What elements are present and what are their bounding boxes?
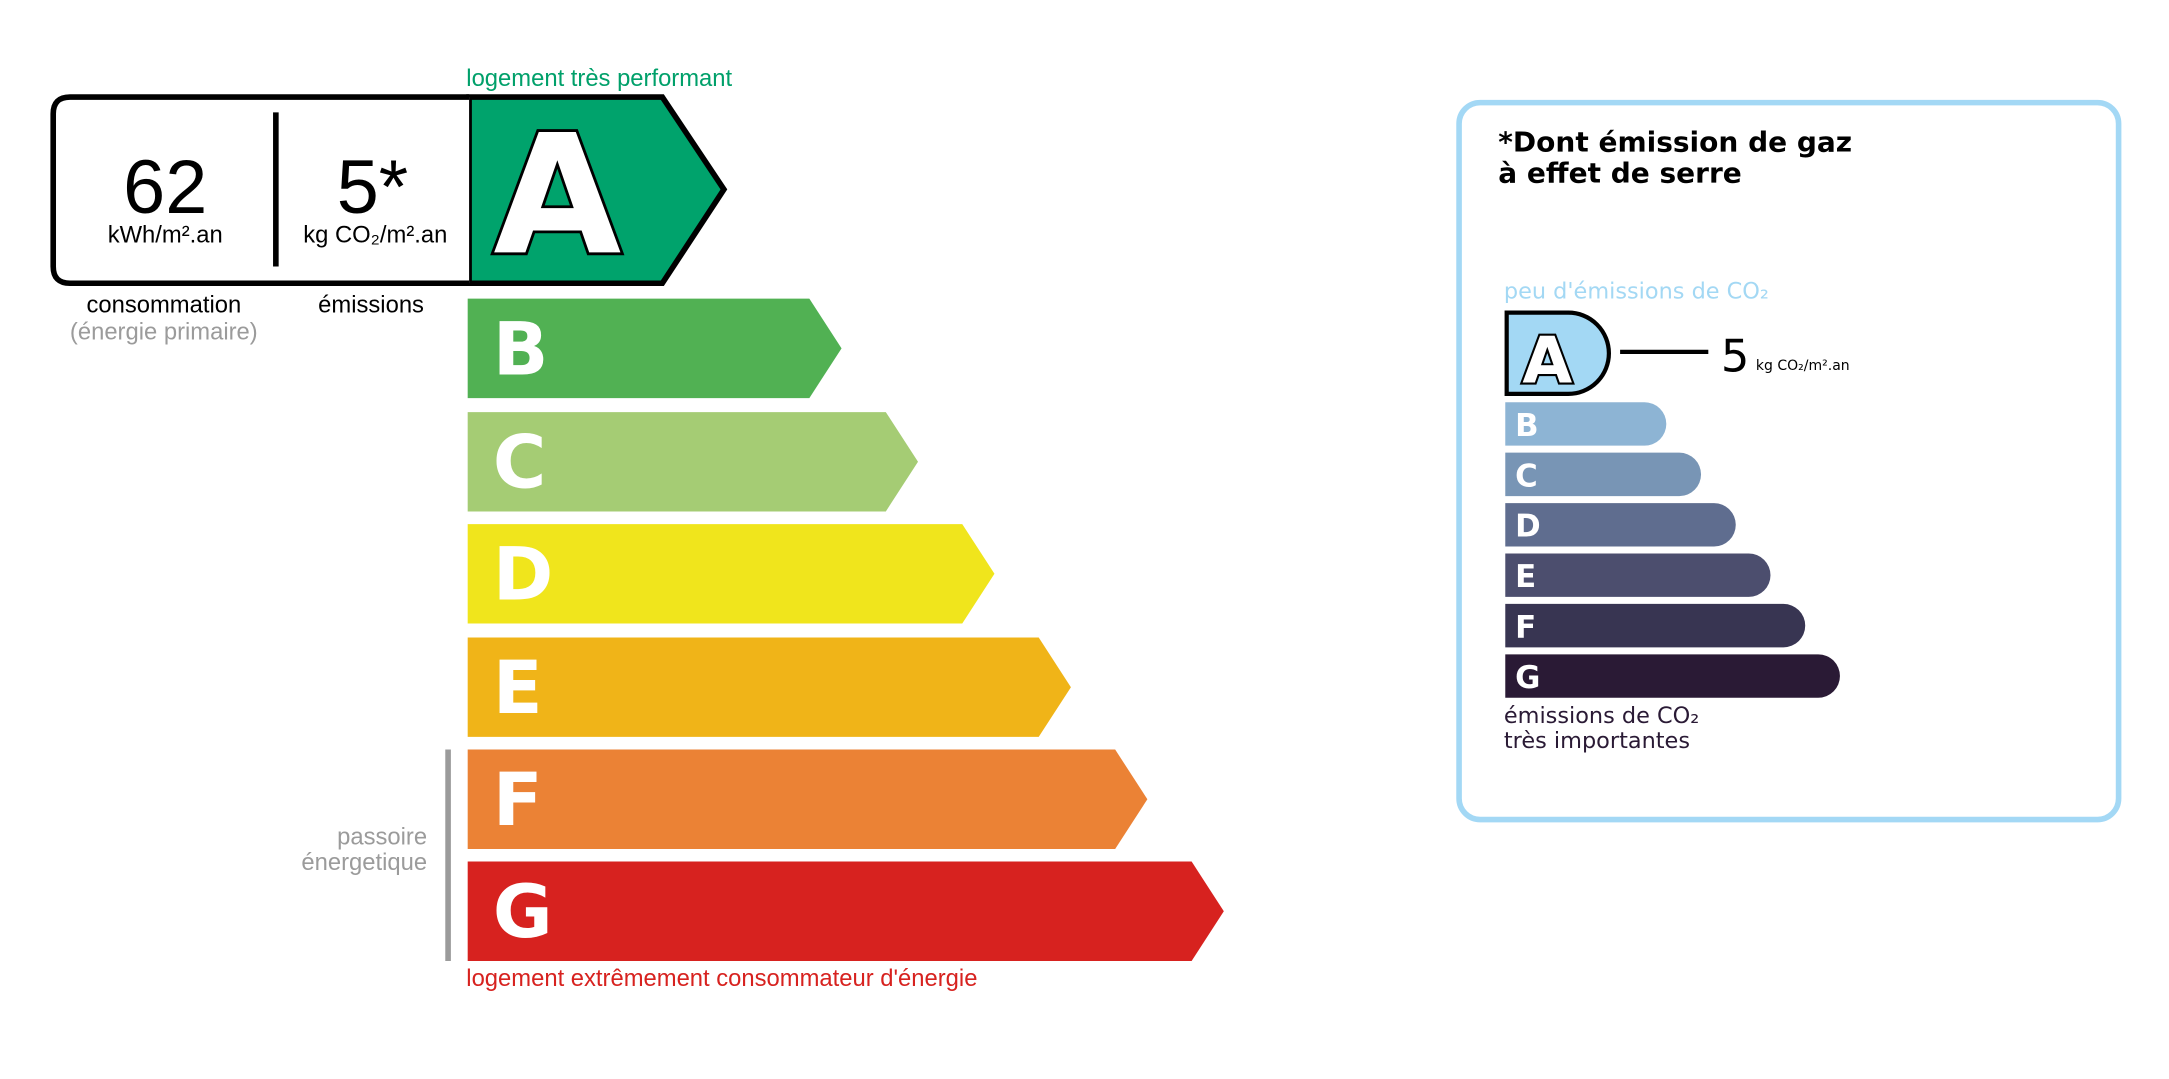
- ghg-class-bar: [1505, 503, 1736, 547]
- passoire-label-line2: énergetique: [301, 849, 427, 876]
- ghg-class-letter: E: [1515, 559, 1536, 595]
- consumption-sublabel: (énergie primaire): [70, 318, 258, 345]
- class-letter: F: [493, 758, 543, 843]
- ghg-bottom-line1: émissions de CO₂: [1504, 703, 1699, 729]
- ghg-class-bar: [1505, 654, 1840, 698]
- ghg-class-e: E: [1505, 553, 1771, 597]
- ghg-class-bar: [1505, 452, 1702, 497]
- ghg-class-bar: [1505, 603, 1806, 648]
- class-arrow: [467, 637, 1071, 737]
- class-letter: E: [493, 646, 543, 731]
- ghg-class-letter: C: [1515, 458, 1538, 494]
- consumption-unit: kWh/m².an: [108, 222, 223, 249]
- energy-class-d: D: [467, 524, 995, 624]
- emission-label: émissions: [318, 292, 424, 319]
- class-arrow: [467, 861, 1224, 961]
- class-letter: C: [493, 421, 546, 506]
- ghg-class-bar: [1505, 402, 1667, 446]
- energy-class-g: G: [467, 861, 1224, 961]
- ghg-class-g: G: [1505, 654, 1840, 698]
- top-label: logement très performant: [466, 65, 732, 92]
- energy-class-f: F: [467, 749, 1148, 849]
- passoire-label-line1: passoire: [337, 824, 427, 851]
- ghg-class-d: D: [1505, 503, 1736, 547]
- energy-class-e: E: [467, 637, 1071, 737]
- emission-unit: kg CO₂/m².an: [303, 222, 447, 249]
- class-letter: D: [493, 533, 553, 618]
- ghg-class-letter: F: [1515, 610, 1536, 646]
- ghg-top-label: peu d'émissions de CO₂: [1504, 279, 1769, 305]
- ghg-unit: kg CO₂/m².an: [1756, 358, 1850, 374]
- ghg-class-b: B: [1505, 402, 1667, 446]
- energy-class-b: B: [467, 298, 842, 399]
- energy-class-c: C: [467, 412, 919, 512]
- class-arrow: [467, 749, 1148, 849]
- consumption-label: consommation: [86, 292, 241, 319]
- ghg-current-class-letter: A: [1522, 324, 1572, 399]
- ghg-value: 5: [1721, 329, 1750, 382]
- ghg-title-line1: *Dont émission de gaz: [1498, 126, 1852, 159]
- ghg-bottom-line2: très importantes: [1504, 728, 1690, 754]
- ghg-class-c: C: [1505, 452, 1702, 497]
- consumption-value: 62: [123, 146, 207, 230]
- ghg-class-letter: D: [1515, 509, 1541, 545]
- ghg-class-letter: B: [1515, 408, 1538, 444]
- class-arrow: [467, 298, 842, 399]
- class-letter: G: [493, 870, 553, 955]
- ghg-class-bar: [1505, 553, 1771, 597]
- bottom-label: logement extrêmement consommateur d'éner…: [466, 965, 977, 992]
- class-arrow: [467, 524, 995, 624]
- ghg-class-a-shape: [1504, 310, 1611, 396]
- ghg-class-letter: G: [1515, 660, 1540, 696]
- value-box: [50, 94, 470, 287]
- emission-value: 5*: [337, 146, 408, 230]
- class-arrow: [467, 412, 919, 512]
- class-letter: B: [493, 307, 549, 392]
- current-class-letter: A: [493, 99, 621, 291]
- ghg-class-f: F: [1505, 603, 1806, 648]
- ghg-title-line2: à effet de serre: [1498, 156, 1741, 189]
